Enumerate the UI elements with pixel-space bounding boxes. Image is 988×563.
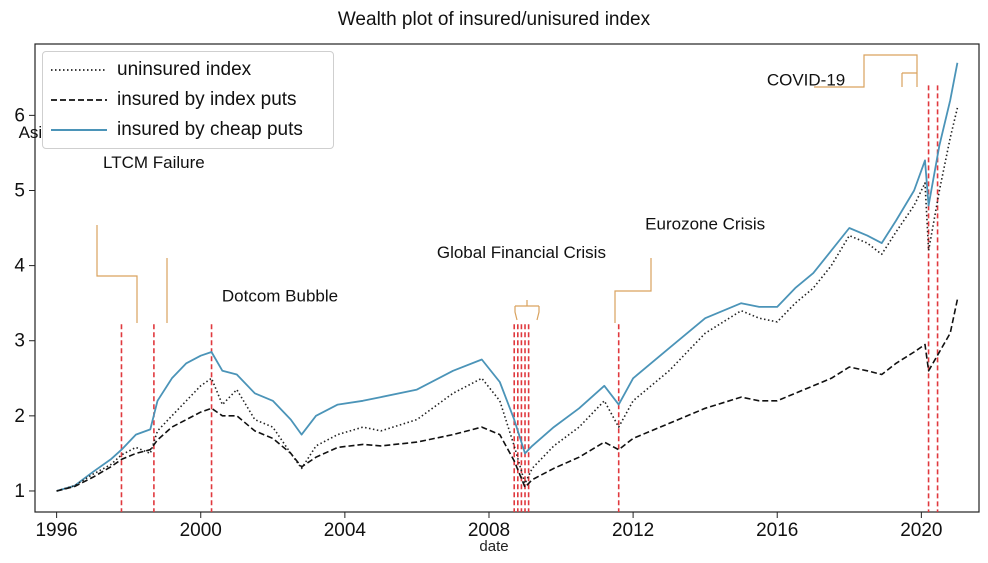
x-tick-label: 2020	[900, 520, 942, 541]
chart-title: Wealth plot of insured/unisured index	[337, 9, 651, 30]
x-tick-label: 2004	[324, 520, 367, 541]
annotation-label: Eurozone Crisis	[645, 215, 765, 234]
x-tick-label: 2000	[180, 520, 222, 541]
x-tick-label: 2016	[756, 520, 798, 541]
x-tick-label: 1996	[35, 520, 77, 541]
series-line-solid	[56, 62, 959, 492]
x-axis-label: date	[479, 538, 509, 555]
annotation-connectors	[96, 54, 918, 323]
gfc-bracket	[514, 300, 540, 321]
annotation-label: LTCM Failure	[103, 153, 205, 172]
legend-swatch-dashed	[51, 99, 107, 101]
annotation-label: Global Financial Crisis	[437, 243, 606, 262]
plot-frame	[34, 43, 980, 513]
legend-swatch-dotted	[51, 69, 107, 71]
series-line-dotted	[56, 107, 959, 492]
x-tick-label: 2008	[468, 520, 510, 541]
legend-item-cheap-puts: insured by cheap puts	[51, 116, 303, 144]
eurozone-connector	[614, 258, 652, 323]
legend-swatch-solid	[51, 129, 107, 131]
legend-label: uninsured index	[117, 59, 252, 80]
axes: 1996 2000 2004 2008 2012 2016 2020 1 2 3 4 5 6	[14, 105, 942, 541]
x-tick-label: 2012	[612, 520, 654, 541]
annotation-label: Dotcom Bubble	[222, 287, 338, 306]
asian-crisis-connector	[96, 225, 138, 323]
annotation-label: COVID-19	[767, 70, 845, 89]
legend-label: insured by cheap puts	[117, 119, 303, 140]
y-tick-label: 1	[14, 481, 25, 502]
y-tick-label: 2	[14, 406, 25, 427]
y-tick-label: 4	[14, 256, 25, 277]
y-tick-label: 6	[14, 105, 25, 126]
legend-item-uninsured: uninsured index	[51, 56, 251, 84]
legend: uninsured index insured by index puts in…	[42, 51, 334, 149]
legend-label: insured by index puts	[117, 89, 297, 110]
series-line-dashed	[56, 299, 959, 492]
y-tick-label: 5	[14, 180, 25, 201]
crisis-lines	[120, 85, 939, 512]
series	[56, 62, 959, 492]
legend-item-index-puts: insured by index puts	[51, 86, 297, 114]
covid-bracket	[814, 54, 918, 88]
y-tick-label: 3	[14, 331, 25, 352]
